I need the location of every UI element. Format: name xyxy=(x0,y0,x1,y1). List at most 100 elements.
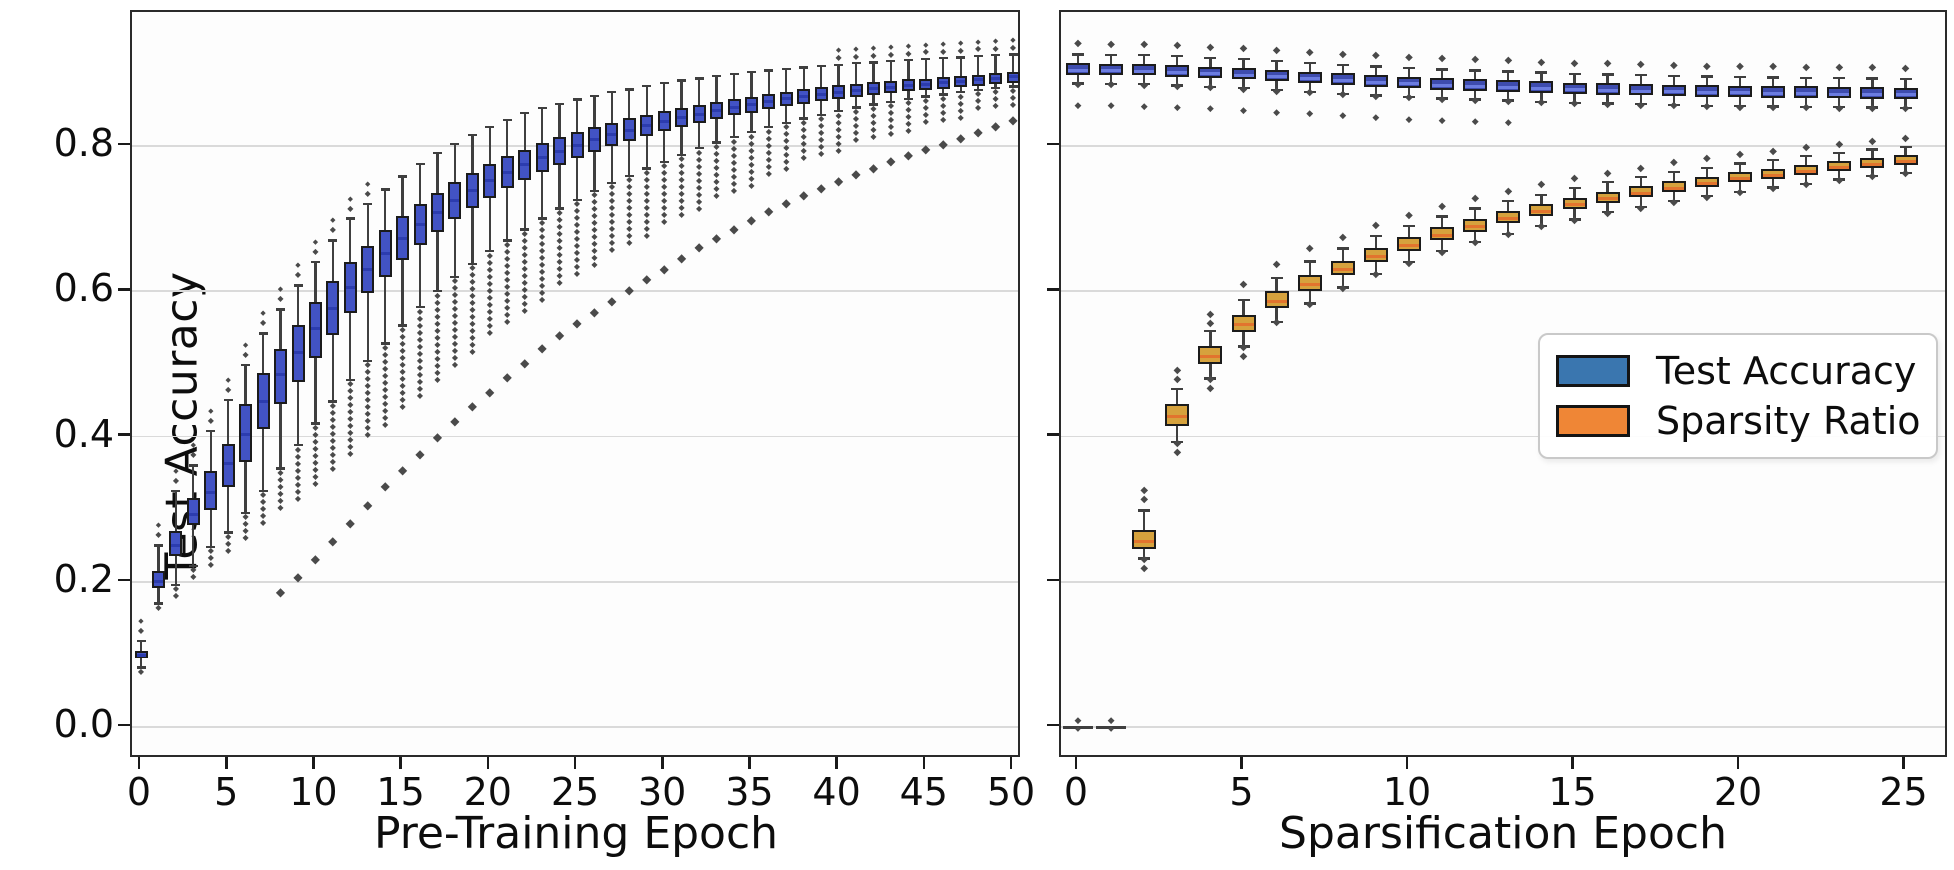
y-tick-label: 0.4 xyxy=(53,411,114,456)
box xyxy=(762,93,776,109)
whisker-cap xyxy=(1568,186,1581,190)
median-line xyxy=(886,85,896,89)
whisker-cap xyxy=(206,429,216,432)
box xyxy=(535,143,549,173)
lower-outlier-arrow: ◆ xyxy=(1636,202,1645,214)
whisker-cap xyxy=(485,250,495,253)
box xyxy=(954,75,968,88)
trail-outlier: ◆ xyxy=(694,240,704,255)
upper-outlier-arrow: ◆ xyxy=(1107,38,1115,50)
whisker-cap xyxy=(1171,84,1184,87)
lower-outlier-arrow: ◆ xyxy=(1405,92,1413,104)
median-line xyxy=(328,307,338,311)
lower-outlier-arrow: ◆ xyxy=(1239,83,1248,95)
lower-outlier-arrow: ◆ xyxy=(1769,101,1777,113)
x-tick-mark xyxy=(1074,757,1078,769)
y-tick-mark xyxy=(118,723,130,727)
box xyxy=(204,470,218,511)
upper-outlier: ◆ xyxy=(364,188,371,198)
whisker-cap xyxy=(1469,240,1482,244)
lower-outlier-arrow: ◆◆ xyxy=(1239,341,1248,362)
trail-outlier: ◆ xyxy=(293,570,303,585)
lone-outlier: ◆ xyxy=(1173,102,1181,113)
box xyxy=(274,349,287,404)
lower-outlier-arrow: ◆ xyxy=(1570,214,1579,226)
whisker-cap xyxy=(1734,162,1746,165)
median-line xyxy=(642,124,652,128)
median-line xyxy=(659,119,669,123)
upper-outlier-arrow: ◆ xyxy=(1504,185,1513,197)
box xyxy=(256,373,270,430)
median-line xyxy=(1663,90,1684,94)
whisker-cap xyxy=(1008,85,1018,88)
whisker-cap xyxy=(1568,72,1581,75)
whisker-cap xyxy=(694,77,704,80)
x-tick-label: 40 xyxy=(812,770,861,814)
upper-outlier-arrow: ◆ xyxy=(1669,157,1678,169)
whisker-cap xyxy=(345,217,355,220)
median-line xyxy=(1829,92,1850,96)
median-line xyxy=(363,268,373,271)
upper-outlier-arrow: ◆ xyxy=(1438,53,1446,65)
median-line xyxy=(1008,75,1018,79)
box xyxy=(727,98,741,116)
trail-outlier: ◆ xyxy=(415,446,425,461)
upper-outlier-arrow: ◆ xyxy=(1471,193,1480,204)
whisker-cap xyxy=(415,163,425,166)
whisker-cap xyxy=(380,188,390,191)
whisker-cap xyxy=(1436,215,1449,218)
whisker-cap xyxy=(938,93,948,96)
y-tick-mark xyxy=(1047,723,1059,727)
lower-outlier-chain: ◆◆◆◆◆◆◆◆ xyxy=(294,444,302,503)
zero-sparsity-line xyxy=(1063,725,1093,729)
whisker-cap xyxy=(1767,158,1780,161)
whisker-cap xyxy=(1369,234,1382,238)
whisker-cap xyxy=(973,88,983,92)
median-line xyxy=(816,92,826,96)
whisker-cap xyxy=(869,103,878,106)
upper-outlier-arrow: ◆ xyxy=(1570,173,1579,185)
whisker-cap xyxy=(1899,171,1912,175)
y-tick-label: 0.0 xyxy=(53,702,114,746)
lone-outlier: ◆ xyxy=(1372,113,1380,123)
median-line xyxy=(1630,191,1651,195)
lone-outlier: ◆ xyxy=(1240,105,1247,116)
lower-outlier-arrow: ◆◆ xyxy=(1140,554,1149,574)
trail-outlier: ◆ xyxy=(467,399,477,414)
x-tick-mark xyxy=(1902,757,1905,769)
median-line xyxy=(276,373,285,377)
box xyxy=(675,107,689,128)
upper-outlier-arrow: ◆ xyxy=(1206,41,1215,53)
whisker-cap xyxy=(1369,65,1382,68)
median-line xyxy=(1763,91,1784,95)
whisker-cap xyxy=(1469,207,1482,210)
gridline xyxy=(132,581,1018,583)
box xyxy=(1529,204,1554,216)
box xyxy=(1297,274,1322,291)
whisker-cap xyxy=(1833,76,1846,80)
lower-outlier-chain: ◆◆◆◆◆◆◆◆◆ xyxy=(678,154,685,220)
upper-outlier: ◆ xyxy=(923,40,929,49)
lone-outlier: ◆ xyxy=(1206,104,1214,115)
whisker-cap xyxy=(1899,145,1912,148)
whisker-cap xyxy=(433,152,442,155)
whisker-cap xyxy=(1336,286,1349,289)
whisker-cap xyxy=(1403,261,1415,264)
whisker-cap xyxy=(188,564,198,567)
lower-outlier-chain: ◆ xyxy=(137,666,145,676)
box xyxy=(1562,197,1587,210)
median-line xyxy=(310,327,320,331)
box xyxy=(1529,81,1554,93)
x-tick-label: 0 xyxy=(1063,770,1089,814)
box xyxy=(1595,83,1620,95)
lower-outlier-arrow: ◆ xyxy=(1835,174,1844,186)
box xyxy=(1330,73,1355,85)
whisker-cap xyxy=(171,583,181,586)
lower-outlier-chain: ◆◆◆◆◆◆◆◆◆ xyxy=(312,422,319,488)
lower-outlier-arrow: ◆ xyxy=(1537,97,1546,109)
lower-outlier-arrow: ◆ xyxy=(1272,317,1281,329)
upper-outlier-arrow: ◆ xyxy=(1074,38,1082,50)
whisker-cap xyxy=(921,95,931,98)
whisker-line xyxy=(959,57,962,93)
lower-outlier-arrow: ◆ xyxy=(1802,102,1811,114)
